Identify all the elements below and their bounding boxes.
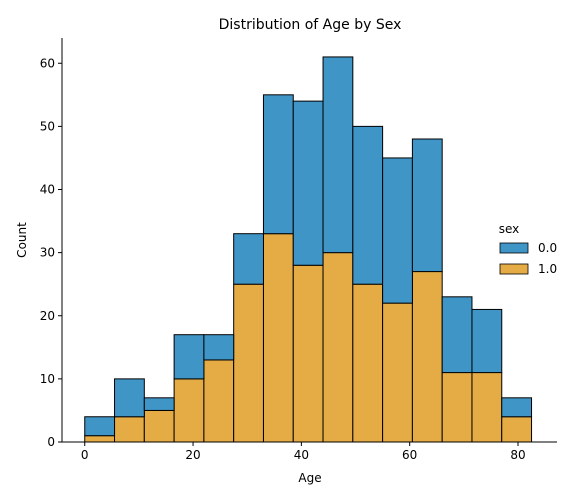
x-tick-label-80: 80 — [510, 448, 525, 462]
bar-1-0-bin-14 — [501, 416, 533, 443]
bar-0-0-bin-14 — [501, 397, 533, 418]
bar-1-0-bin-5 — [233, 283, 264, 443]
legend-swatch-0-0 — [499, 242, 529, 254]
legend-swatch-1-0 — [499, 263, 529, 275]
bar-0-0-bin-10 — [382, 157, 413, 304]
bar-1-0-bin-2 — [143, 409, 175, 443]
bar-0-0-bin-9 — [352, 125, 384, 285]
bar-0-0-bin-5 — [233, 233, 264, 285]
y-tick-label-10: 10 — [40, 372, 55, 386]
legend-label-1-0: 1.0 — [538, 262, 557, 276]
x-tick-label-20: 20 — [185, 448, 200, 462]
bar-0-0-bin-13 — [471, 308, 503, 374]
y-tick-label-20: 20 — [40, 309, 55, 323]
x-tick-label-40: 40 — [294, 448, 309, 462]
bar-0-0-bin-2 — [143, 397, 175, 411]
y-tick-label-60: 60 — [40, 56, 55, 70]
x-tick-label-0: 0 — [81, 448, 89, 462]
bar-1-0-bin-9 — [352, 283, 384, 443]
bar-1-0-bin-10 — [382, 302, 413, 443]
x-axis-label: Age — [298, 471, 321, 485]
bar-1-0-bin-12 — [441, 372, 473, 443]
bar-1-0-bin-8 — [322, 252, 354, 443]
bar-0-0-bin-0 — [84, 416, 116, 437]
legend-label-0-0: 0.0 — [538, 241, 557, 255]
x-axis: 0 20 40 60 80 — [62, 441, 557, 462]
legend-title: sex — [499, 222, 520, 236]
y-axis-label: Count — [15, 222, 29, 258]
bar-0-0-bin-7 — [292, 100, 324, 266]
bar-1-0-bin-7 — [292, 264, 324, 443]
y-tick-label-50: 50 — [40, 119, 55, 133]
bar-1-0-bin-1 — [114, 416, 145, 443]
y-tick-label-40: 40 — [40, 183, 55, 197]
y-tick-label-0: 0 — [47, 435, 55, 449]
chart-title: Distribution of Age by Sex — [219, 17, 402, 33]
bar-0-0-bin-6 — [262, 94, 294, 235]
bar-0-0-bin-11 — [411, 138, 443, 273]
bar-0-0-bin-12 — [441, 296, 473, 374]
bar-0-0-bin-3 — [173, 334, 205, 380]
bar-1-0-bin-0 — [84, 435, 116, 443]
bar-1-0-bin-11 — [411, 271, 443, 443]
y-axis: 0 10 20 30 40 50 60 — [40, 38, 63, 449]
bar-1-0-bin-6 — [262, 233, 294, 443]
bar-1-0-bin-13 — [471, 372, 503, 443]
x-tick-label-60: 60 — [402, 448, 417, 462]
bar-0-0-bin-1 — [114, 378, 145, 418]
bars-group — [84, 56, 533, 443]
bar-0-0-bin-8 — [322, 56, 354, 254]
y-tick-label-30: 30 — [40, 246, 55, 260]
bar-1-0-bin-4 — [203, 359, 235, 443]
legend: sex 0.0 1.0 — [499, 222, 557, 276]
bar-1-0-bin-3 — [173, 378, 205, 443]
bar-0-0-bin-4 — [203, 334, 235, 361]
